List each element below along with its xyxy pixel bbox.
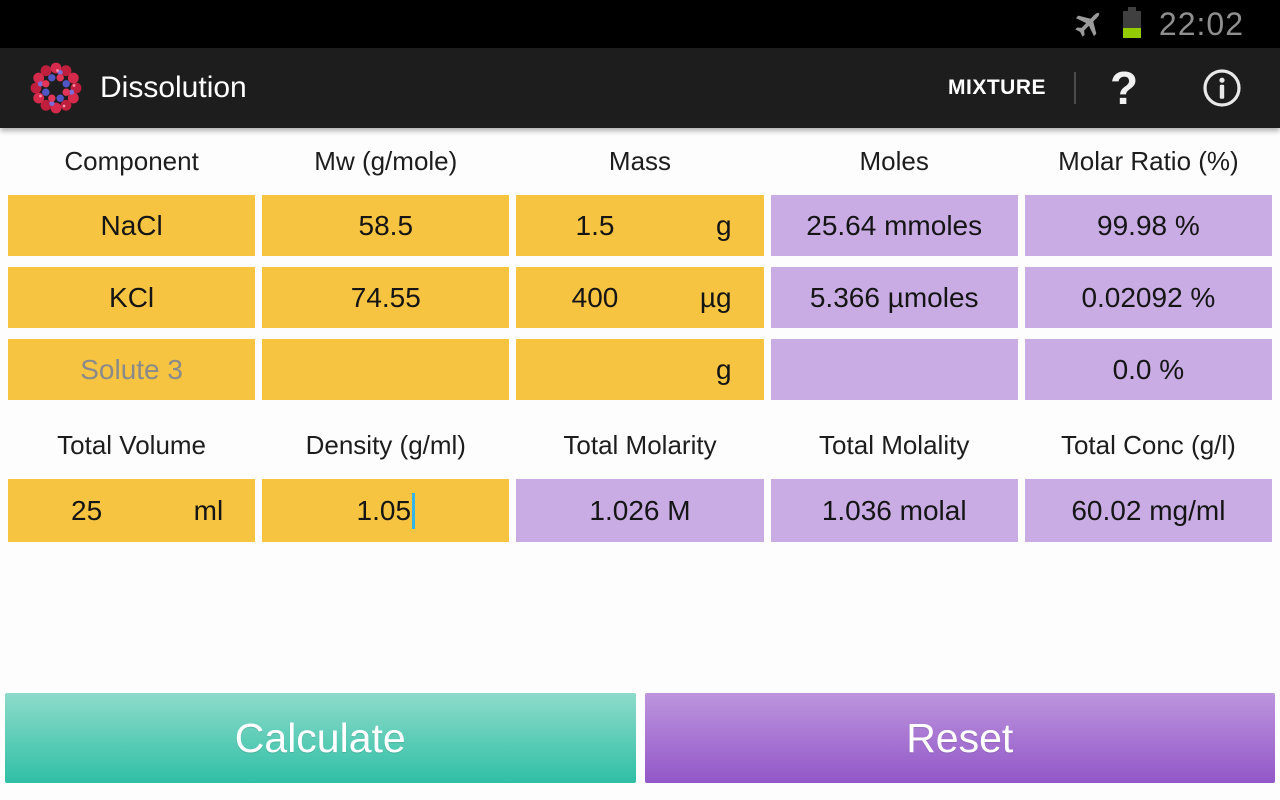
mass-unit-selector-2[interactable]: µg [699, 281, 732, 313]
status-bar: 22:02 [0, 0, 1280, 48]
reset-button[interactable]: Reset [644, 693, 1275, 783]
mass-value-2[interactable]: 400 [571, 281, 619, 313]
mw-field-3[interactable] [262, 339, 510, 400]
bottom-button-bar: Calculate Reset [0, 693, 1280, 783]
header-molar-ratio: Molar Ratio (%) [1058, 146, 1239, 176]
mass-field-1[interactable]: 1.5 g [516, 195, 764, 256]
totals-header-row: Total Volume Density (g/ml) Total Molari… [8, 411, 1272, 479]
header-total-molarity: Total Molarity [563, 429, 717, 460]
total-volume-field[interactable]: 25 ml [8, 479, 256, 542]
clock: 22:02 [1158, 5, 1244, 42]
mass-field-3[interactable]: g [516, 339, 764, 400]
text-cursor [412, 492, 416, 529]
mass-value-1[interactable]: 1.5 [575, 209, 615, 241]
header-mass: Mass [608, 146, 672, 176]
help-button[interactable]: ? [1076, 56, 1172, 120]
page-title: Dissolution [100, 71, 247, 104]
total-molarity-output: 1.026 M [516, 479, 764, 542]
moles-output-2: 5.366 µmoles [770, 267, 1018, 328]
solute-row-2: KCl 74.55 400 µg 5.366 µmoles 0.02092 % [8, 267, 1272, 328]
main-content: Component Mw (g/mole) Mass Moles Molar R… [0, 128, 1280, 542]
header-mw: Mw (g/mole) [314, 146, 458, 176]
mass-field-2[interactable]: 400 µg [516, 267, 764, 328]
header-total-molality: Total Molality [819, 429, 970, 460]
density-value[interactable]: 1.05 [356, 494, 412, 526]
solute-row-1: NaCl 58.5 1.5 g 25.64 mmoles 99.98 % [8, 195, 1272, 256]
component-field-3[interactable]: Solute 3 [8, 339, 256, 400]
solutes-header-row: Component Mw (g/mole) Mass Moles Molar R… [8, 128, 1272, 195]
header-total-volume: Total Volume [57, 429, 207, 460]
app-icon-molecule [30, 62, 82, 114]
moles-output-3 [770, 339, 1018, 400]
component-field-1[interactable]: NaCl [8, 195, 256, 256]
calculate-button[interactable]: Calculate [5, 693, 636, 783]
app-bar: Dissolution MIXTURE ? [0, 48, 1280, 128]
volume-unit-selector[interactable]: ml [193, 494, 224, 526]
menu-divider [1074, 72, 1076, 104]
density-field[interactable]: 1.05 [262, 479, 510, 542]
header-component: Component [64, 146, 199, 176]
battery-icon [1122, 6, 1141, 38]
molar-ratio-output-3: 0.0 % [1024, 339, 1272, 400]
mw-field-2[interactable]: 74.55 [262, 267, 510, 328]
moles-output-1: 25.64 mmoles [770, 195, 1018, 256]
info-button[interactable] [1172, 56, 1272, 120]
component-field-2[interactable]: KCl [8, 267, 256, 328]
molar-ratio-output-2: 0.02092 % [1024, 267, 1272, 328]
header-density: Density (g/ml) [305, 429, 466, 460]
molar-ratio-output-1: 99.98 % [1024, 195, 1272, 256]
battery-level [1122, 27, 1141, 38]
header-total-conc: Total Conc (g/l) [1060, 429, 1236, 460]
mass-unit-selector-3[interactable]: g [716, 353, 732, 385]
mixture-button[interactable]: MIXTURE [934, 58, 1060, 118]
mass-unit-selector-1[interactable]: g [716, 209, 732, 241]
total-molality-output: 1.036 molal [770, 479, 1018, 542]
mw-field-1[interactable]: 58.5 [262, 195, 510, 256]
header-moles: Moles [859, 146, 929, 176]
solute-row-3: Solute 3 g 0.0 % [8, 339, 1272, 400]
total-conc-output: 60.02 mg/ml [1024, 479, 1272, 542]
airplane-mode-icon [1075, 12, 1100, 37]
totals-row: 25 ml 1.05 1.026 M 1.036 molal 60.02 mg/… [8, 479, 1272, 542]
info-icon [1203, 69, 1241, 107]
total-volume-value[interactable]: 25 [71, 494, 103, 526]
